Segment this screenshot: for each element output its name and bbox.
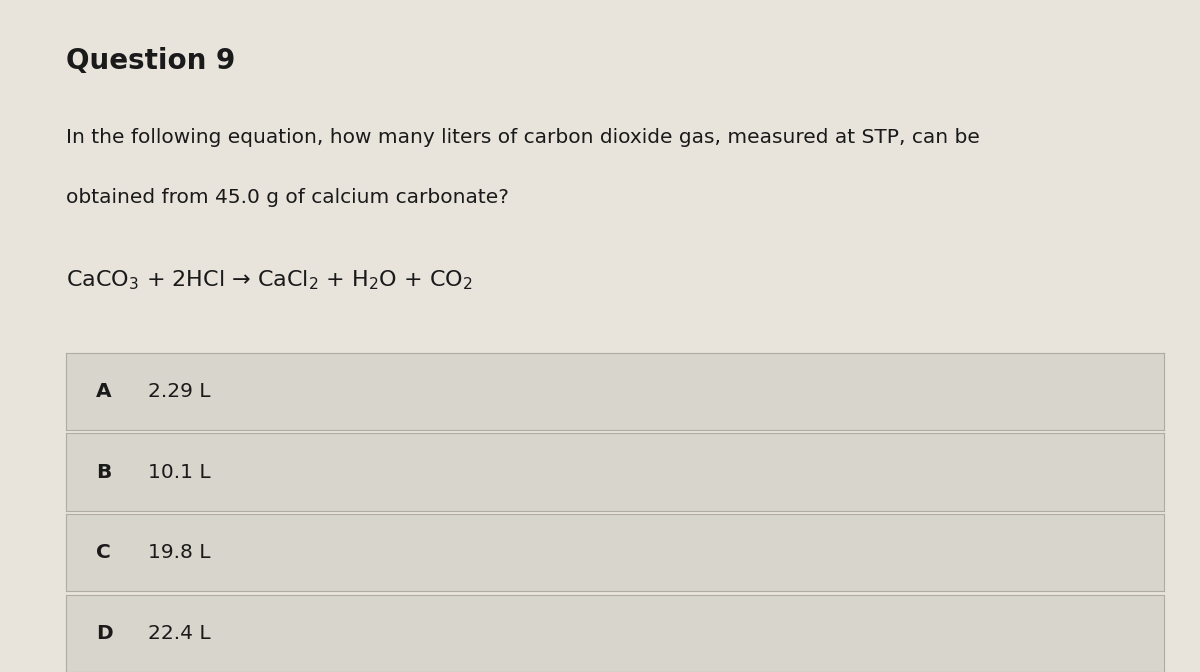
Text: 2.29 L: 2.29 L	[148, 382, 210, 401]
Text: 10.1 L: 10.1 L	[148, 462, 210, 482]
Text: A: A	[96, 382, 112, 401]
Text: C: C	[96, 543, 110, 562]
Text: 19.8 L: 19.8 L	[148, 543, 210, 562]
Text: In the following equation, how many liters of carbon dioxide gas, measured at ST: In the following equation, how many lite…	[66, 128, 980, 146]
Text: D: D	[96, 624, 113, 643]
Text: B: B	[96, 462, 112, 482]
Text: 22.4 L: 22.4 L	[148, 624, 210, 643]
Text: Question 9: Question 9	[66, 47, 235, 75]
Text: CaCO$_{3}$ + 2HCl → CaCl$_{2}$ + H$_{2}$O + CO$_{2}$: CaCO$_{3}$ + 2HCl → CaCl$_{2}$ + H$_{2}$…	[66, 269, 473, 292]
Text: obtained from 45.0 g of calcium carbonate?: obtained from 45.0 g of calcium carbonat…	[66, 188, 509, 207]
